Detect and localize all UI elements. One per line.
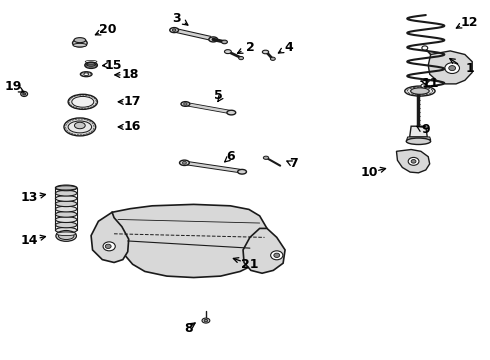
Text: 3: 3	[172, 12, 181, 25]
Ellipse shape	[80, 72, 92, 77]
Polygon shape	[407, 137, 431, 140]
Ellipse shape	[64, 118, 96, 136]
Ellipse shape	[68, 94, 98, 109]
Text: 19: 19	[4, 80, 22, 93]
Text: 13: 13	[21, 192, 38, 204]
Ellipse shape	[445, 63, 460, 73]
Text: 5: 5	[214, 89, 222, 102]
Ellipse shape	[262, 50, 269, 54]
Text: 21: 21	[241, 258, 259, 271]
Polygon shape	[410, 126, 427, 137]
Ellipse shape	[172, 29, 176, 31]
Ellipse shape	[209, 37, 218, 42]
Ellipse shape	[422, 46, 428, 50]
Ellipse shape	[85, 62, 98, 68]
Ellipse shape	[58, 232, 74, 239]
Ellipse shape	[23, 93, 25, 95]
Text: 18: 18	[122, 68, 139, 81]
Ellipse shape	[55, 217, 77, 222]
Ellipse shape	[72, 96, 94, 107]
Ellipse shape	[21, 91, 27, 96]
Ellipse shape	[204, 319, 208, 322]
Ellipse shape	[73, 43, 87, 47]
Ellipse shape	[263, 156, 269, 159]
Ellipse shape	[227, 110, 236, 115]
Text: 7: 7	[290, 157, 298, 170]
Text: 20: 20	[99, 23, 117, 36]
Ellipse shape	[184, 103, 187, 105]
Text: 12: 12	[461, 16, 479, 29]
Polygon shape	[91, 212, 129, 262]
Ellipse shape	[408, 157, 419, 165]
Text: 8: 8	[185, 322, 193, 335]
Ellipse shape	[55, 190, 77, 196]
Ellipse shape	[55, 227, 77, 233]
Polygon shape	[112, 204, 269, 278]
Text: 15: 15	[104, 59, 122, 72]
Ellipse shape	[238, 170, 246, 174]
Text: 2: 2	[245, 41, 254, 54]
Polygon shape	[428, 51, 472, 84]
Ellipse shape	[239, 57, 244, 60]
Ellipse shape	[179, 160, 189, 166]
Ellipse shape	[224, 50, 231, 54]
Ellipse shape	[55, 206, 77, 212]
Ellipse shape	[55, 186, 77, 190]
Ellipse shape	[202, 318, 210, 323]
Ellipse shape	[182, 161, 186, 164]
Ellipse shape	[55, 211, 77, 217]
Ellipse shape	[406, 138, 431, 144]
Ellipse shape	[74, 122, 85, 129]
Ellipse shape	[87, 63, 96, 66]
Ellipse shape	[56, 230, 76, 241]
Ellipse shape	[181, 102, 190, 106]
Ellipse shape	[73, 39, 87, 47]
Ellipse shape	[55, 185, 77, 191]
Ellipse shape	[68, 121, 92, 133]
Ellipse shape	[105, 244, 111, 248]
Text: 17: 17	[124, 95, 142, 108]
Ellipse shape	[221, 40, 227, 44]
Ellipse shape	[411, 159, 416, 163]
Ellipse shape	[74, 38, 86, 42]
Ellipse shape	[56, 232, 76, 235]
Ellipse shape	[55, 195, 77, 201]
Ellipse shape	[270, 57, 275, 60]
Ellipse shape	[405, 86, 435, 96]
Text: 11: 11	[422, 77, 440, 90]
Ellipse shape	[449, 66, 456, 71]
Ellipse shape	[84, 73, 89, 76]
Ellipse shape	[55, 222, 77, 228]
Text: 4: 4	[285, 41, 294, 54]
Ellipse shape	[103, 242, 115, 251]
Ellipse shape	[170, 28, 178, 33]
Ellipse shape	[55, 201, 77, 207]
Polygon shape	[243, 228, 285, 273]
Text: 6: 6	[226, 150, 235, 163]
Text: 9: 9	[421, 123, 430, 136]
Text: 16: 16	[124, 120, 141, 133]
Ellipse shape	[274, 253, 280, 257]
Ellipse shape	[270, 251, 283, 260]
Text: 1: 1	[466, 62, 474, 75]
Text: 10: 10	[361, 166, 378, 179]
Ellipse shape	[411, 88, 429, 94]
Text: 14: 14	[20, 234, 38, 247]
Polygon shape	[396, 149, 430, 173]
Ellipse shape	[421, 84, 427, 88]
